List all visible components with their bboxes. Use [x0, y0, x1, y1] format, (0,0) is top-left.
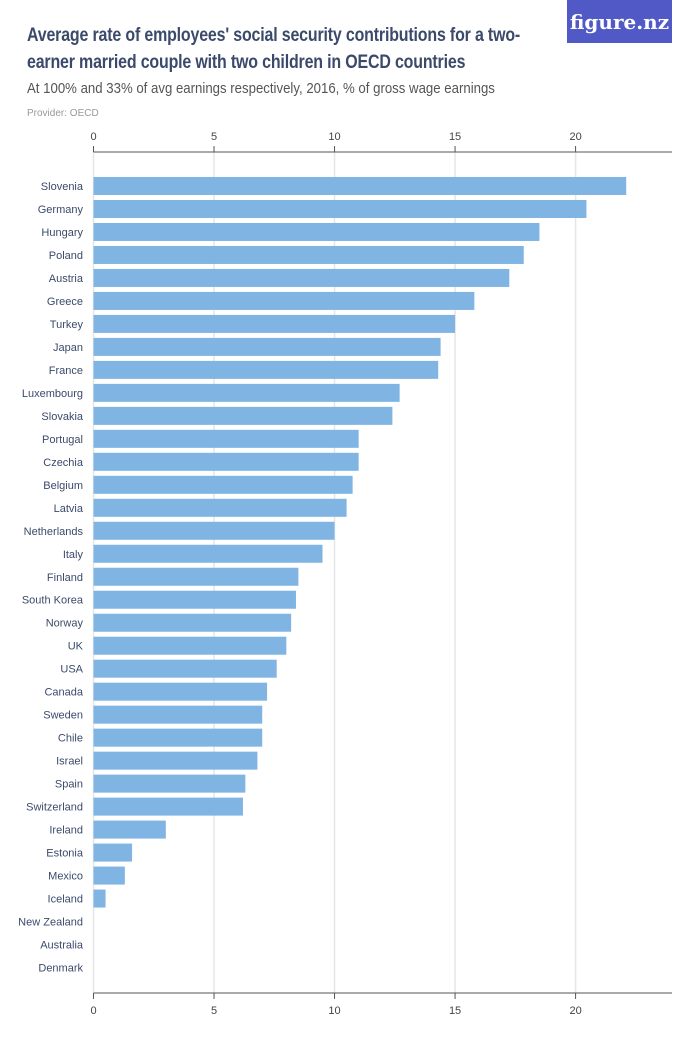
bar-hungary	[93, 222, 540, 241]
bar-belgium	[93, 475, 353, 494]
bar-israel	[93, 751, 258, 770]
tick-label-bottom: 10	[328, 1005, 340, 1017]
category-label: Finland	[47, 572, 83, 584]
category-label: Sweden	[43, 710, 83, 722]
tick-label-top: 10	[328, 131, 340, 143]
bar-sweden	[93, 705, 263, 724]
bar-slovenia	[93, 177, 627, 195]
bar-spain	[93, 774, 246, 793]
category-label: Netherlands	[24, 526, 84, 538]
category-label: Luxembourg	[22, 388, 83, 400]
category-label: Poland	[49, 250, 83, 262]
category-label: Australia	[40, 940, 84, 952]
bar-austria	[93, 268, 510, 287]
bar-turkey	[93, 314, 456, 333]
bar-estonia	[93, 843, 133, 862]
category-label: USA	[60, 664, 83, 676]
category-label: Turkey	[50, 319, 84, 331]
figure-nz-logo[interactable]: figure.nz	[567, 0, 672, 43]
category-label: New Zealand	[18, 917, 83, 929]
category-label: Slovenia	[41, 181, 84, 193]
bar-switzerland	[93, 797, 243, 816]
category-label: UK	[68, 641, 84, 653]
chart-subtitle: At 100% and 33% of avg earnings respecti…	[27, 80, 495, 97]
bar-netherlands	[93, 521, 335, 540]
category-label: Iceland	[48, 894, 83, 906]
category-label: Greece	[47, 296, 83, 308]
category-label: Belgium	[43, 480, 83, 492]
provider-label: Provider: OECD	[27, 108, 99, 119]
bar-norway	[93, 613, 292, 632]
category-label: Switzerland	[26, 802, 83, 814]
bar-slovakia	[93, 406, 393, 425]
bar-france	[93, 360, 439, 379]
bar-uk	[93, 636, 287, 655]
category-label: South Korea	[22, 595, 84, 607]
bar-usa	[93, 659, 277, 678]
category-label: Chile	[58, 733, 83, 745]
bar-finland	[93, 567, 299, 586]
category-label: Estonia	[46, 848, 84, 860]
tick-label-top: 15	[449, 131, 461, 143]
category-label: Slovakia	[41, 411, 83, 423]
bar-ireland	[93, 820, 166, 839]
category-label: Mexico	[48, 871, 83, 883]
category-label: Hungary	[41, 227, 83, 239]
tick-label-bottom: 5	[211, 1005, 217, 1017]
bar-germany	[93, 199, 587, 218]
category-label: Latvia	[54, 503, 84, 515]
category-label: Israel	[56, 756, 83, 768]
bar-iceland	[93, 889, 106, 908]
tick-label-bottom: 0	[90, 1005, 96, 1017]
category-label: Canada	[44, 687, 83, 699]
category-label: Denmark	[38, 963, 83, 975]
bar-canada	[93, 682, 268, 701]
category-label: Japan	[53, 342, 83, 354]
category-label: France	[49, 365, 83, 377]
category-label: Austria	[49, 273, 84, 285]
category-label: Italy	[63, 549, 84, 561]
bar-poland	[93, 245, 524, 264]
tick-label-top: 0	[90, 131, 96, 143]
tick-label-bottom: 15	[449, 1005, 461, 1017]
category-label: Spain	[55, 779, 83, 791]
bar-portugal	[93, 429, 359, 448]
bar-latvia	[93, 498, 347, 517]
bar-japan	[93, 337, 441, 356]
tick-label-top: 20	[569, 131, 581, 143]
bar-greece	[93, 291, 475, 310]
bar-italy	[93, 544, 323, 563]
tick-label-top: 5	[211, 131, 217, 143]
category-label: Norway	[46, 618, 84, 630]
category-label: Portugal	[42, 434, 83, 446]
bar-mexico	[93, 866, 125, 885]
category-label: Ireland	[49, 825, 83, 837]
bar-luxembourg	[93, 383, 400, 402]
bar-czechia	[93, 452, 359, 471]
bar-south-korea	[93, 590, 296, 609]
tick-label-bottom: 20	[569, 1005, 581, 1017]
chart-title: Average rate of employees' social securi…	[27, 25, 521, 73]
bar-chile	[93, 728, 263, 747]
category-label: Germany	[38, 204, 84, 216]
category-label: Czechia	[43, 457, 84, 469]
